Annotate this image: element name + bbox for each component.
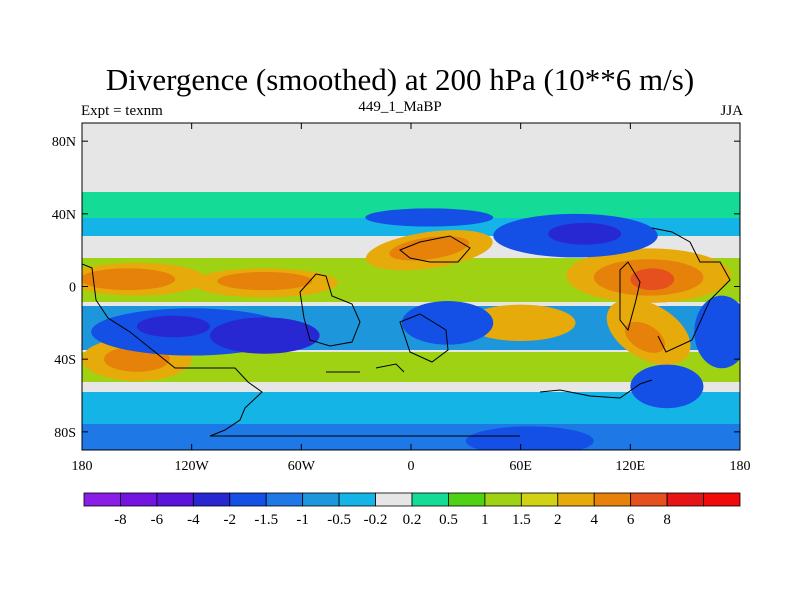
- colorbar-swatch: [630, 492, 668, 507]
- colorbar-swatch: [120, 492, 158, 507]
- field-region-23: [365, 208, 494, 227]
- colorbar-label: -2: [224, 512, 237, 528]
- colorbar-swatch: [666, 492, 704, 507]
- x-tick-label: 0: [408, 459, 415, 474]
- coastlines: [82, 227, 731, 437]
- coast-madagascar-region: [399, 313, 449, 363]
- colorbar-swatch: [557, 492, 595, 507]
- colorbar-label: 0.5: [439, 512, 458, 528]
- y-tick-label: 80S: [54, 426, 76, 441]
- colorbar-swatch: [703, 492, 741, 507]
- colorbar-label: -1.5: [254, 512, 278, 528]
- colorbar-swatch: [411, 492, 449, 507]
- band-sh-high: [82, 392, 740, 424]
- colorbar-swatch: [448, 492, 486, 507]
- x-tick-label: 60E: [509, 459, 532, 474]
- colorbar-label: -8: [114, 512, 127, 528]
- field-region-19: [548, 222, 622, 245]
- x-tick-label: 120W: [175, 459, 210, 474]
- colorbar-swatch: [338, 492, 376, 507]
- y-tick-label: 40S: [54, 353, 76, 368]
- colorbar-label: -0.5: [327, 512, 351, 528]
- field-region-20: [694, 295, 740, 369]
- colorbar-label: 4: [590, 512, 598, 528]
- field-region-21: [630, 364, 704, 409]
- field-region-17: [401, 301, 494, 345]
- chart-title: Divergence (smoothed) at 200 hPa (10**6 …: [105, 62, 695, 97]
- y-tick-label: 40N: [52, 208, 76, 223]
- colorbar-label: -0.2: [364, 512, 388, 528]
- field-region-2: [82, 268, 176, 291]
- field-layer: [82, 208, 740, 450]
- x-tick-label: 60W: [288, 459, 316, 474]
- colorbar-swatch: [83, 492, 121, 507]
- coast-maritime-continent: [619, 261, 641, 332]
- colorbar-swatch: [484, 492, 522, 507]
- field-region-5: [389, 236, 470, 261]
- y-tick-label: 0: [69, 281, 76, 296]
- field-region-3: [217, 271, 313, 291]
- colorbar-label: 2: [554, 512, 562, 528]
- x-tick-label: 180: [730, 459, 751, 474]
- field-region-12: [624, 321, 665, 353]
- season-label: JJA: [720, 103, 743, 119]
- colorbar-label: 0.2: [403, 512, 422, 528]
- field-region-13: [465, 304, 576, 342]
- colorbar-swatch: [375, 492, 413, 507]
- coast-antarctic-shelf: [539, 379, 653, 399]
- colorbar: -8 -6 -4 -2 -1.5 -1 -0.5 -0.2 0.2 0.5 1 1.5 2 4 6 8: [83, 492, 741, 528]
- x-tick-label: 180: [72, 459, 93, 474]
- field-region-16: [136, 315, 210, 338]
- colorbar-swatch: [156, 492, 194, 507]
- colorbar-swatch: [593, 492, 632, 507]
- coast-east-asia: [651, 227, 731, 353]
- colorbar-swatch: [302, 492, 340, 507]
- colorbar-swatch: [265, 492, 304, 507]
- field-region-22: [465, 426, 594, 450]
- colorbar-swatch: [192, 492, 231, 507]
- field-region-15: [209, 317, 320, 354]
- colorbar-label: 1.5: [512, 512, 531, 528]
- experiment-label: Expt = texnm: [81, 103, 163, 119]
- field-region-8: [630, 268, 675, 291]
- coast-africa: [299, 273, 361, 347]
- coast-arabia: [399, 235, 471, 263]
- colorbar-label: 1: [481, 512, 489, 528]
- case-label: 449_1_MaBP: [358, 99, 442, 115]
- coast-south-america: [82, 263, 520, 437]
- y-axis: 80N 40N 0 40S 80S: [52, 135, 740, 441]
- plot-area: [81, 122, 741, 451]
- colorbar-swatch: [229, 492, 267, 507]
- colorbar-label: -1: [296, 512, 309, 528]
- colorbar-label: -6: [151, 512, 164, 528]
- colorbar-swatch: [520, 492, 559, 507]
- x-axis: 180 120W 60W 0 60E 120E 180: [72, 123, 751, 474]
- colorbar-label: -4: [187, 512, 200, 528]
- band-sh-midlat: [82, 352, 740, 382]
- y-tick-label: 80N: [52, 135, 76, 150]
- coast-south-atlantic-islands: [326, 363, 405, 373]
- colorbar-label: 8: [663, 512, 671, 528]
- colorbar-label: 6: [627, 512, 635, 528]
- x-tick-label: 120E: [616, 459, 646, 474]
